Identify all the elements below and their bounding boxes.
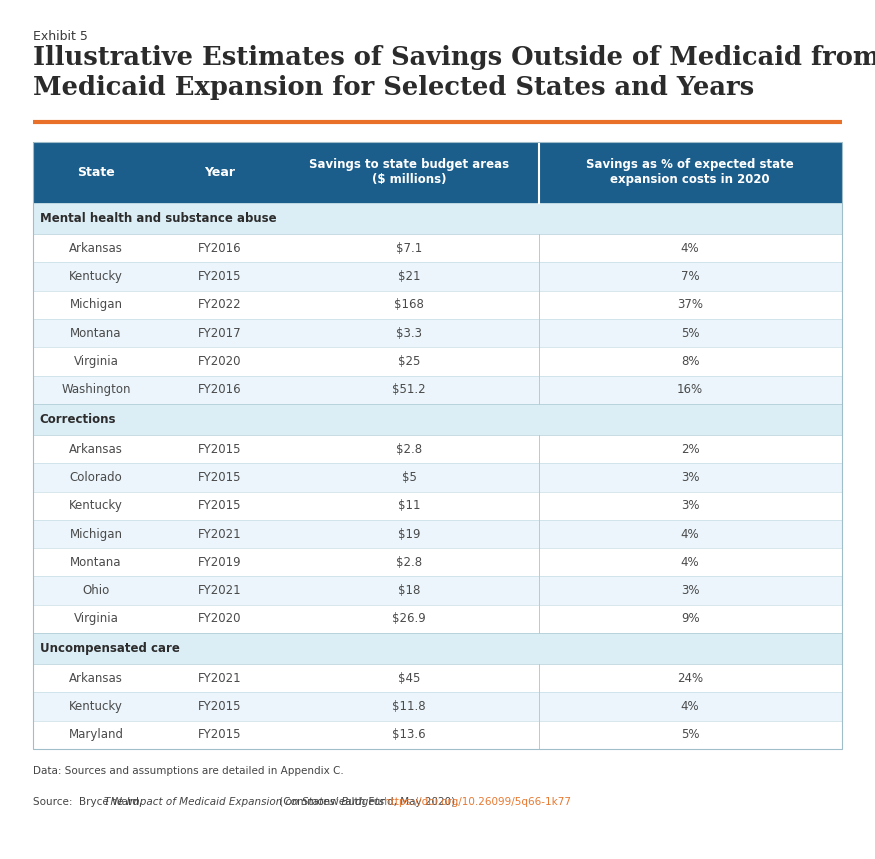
Text: https://doi.org/10.26099/5q66-1k77: https://doi.org/10.26099/5q66-1k77 — [383, 797, 570, 807]
Text: Virginia: Virginia — [74, 612, 118, 625]
Text: FY2017: FY2017 — [198, 326, 241, 339]
Text: FY2022: FY2022 — [198, 298, 241, 311]
Text: $11: $11 — [398, 499, 421, 512]
Text: Michigan: Michigan — [69, 298, 123, 311]
Text: $168: $168 — [395, 298, 424, 311]
Text: $2.8: $2.8 — [396, 442, 423, 455]
Text: 24%: 24% — [677, 672, 704, 685]
Text: The Impact of Medicaid Expansion on States’ Budgets: The Impact of Medicaid Expansion on Stat… — [104, 797, 384, 807]
Text: State: State — [77, 166, 115, 179]
Text: Savings to state budget areas
($ millions): Savings to state budget areas ($ million… — [309, 158, 509, 186]
Text: Mental health and substance abuse: Mental health and substance abuse — [39, 212, 276, 225]
Text: 5%: 5% — [681, 326, 699, 339]
Text: 4%: 4% — [681, 241, 699, 255]
Text: 5%: 5% — [681, 728, 699, 741]
Text: FY2021: FY2021 — [198, 672, 241, 685]
Text: Medicaid Expansion for Selected States and Years: Medicaid Expansion for Selected States a… — [33, 75, 754, 100]
Text: 3%: 3% — [681, 499, 699, 512]
Text: $26.9: $26.9 — [392, 612, 426, 625]
Text: 2%: 2% — [681, 442, 699, 455]
Text: Data: Sources and assumptions are detailed in Appendix C.: Data: Sources and assumptions are detail… — [33, 766, 344, 777]
Text: Montana: Montana — [70, 326, 122, 339]
Text: FY2015: FY2015 — [198, 471, 241, 484]
Text: $51.2: $51.2 — [392, 383, 426, 396]
Text: $2.8: $2.8 — [396, 556, 423, 569]
Text: Washington: Washington — [61, 383, 130, 396]
Text: Illustrative Estimates of Savings Outside of Medicaid from: Illustrative Estimates of Savings Outsid… — [33, 45, 875, 70]
Text: 3%: 3% — [681, 584, 699, 597]
Text: Virginia: Virginia — [74, 355, 118, 368]
Text: Exhibit 5: Exhibit 5 — [33, 30, 88, 43]
Text: FY2016: FY2016 — [198, 241, 241, 255]
Text: Colorado: Colorado — [69, 471, 123, 484]
Text: FY2015: FY2015 — [198, 728, 241, 741]
Text: 16%: 16% — [677, 383, 704, 396]
Text: Michigan: Michigan — [69, 527, 123, 540]
Text: Year: Year — [204, 166, 234, 179]
Text: 4%: 4% — [681, 527, 699, 540]
Text: 9%: 9% — [681, 612, 699, 625]
Text: $21: $21 — [398, 270, 421, 283]
Text: FY2015: FY2015 — [198, 499, 241, 512]
Text: FY2015: FY2015 — [198, 700, 241, 713]
Text: Maryland: Maryland — [68, 728, 123, 741]
Text: FY2015: FY2015 — [198, 270, 241, 283]
Text: $11.8: $11.8 — [392, 700, 426, 713]
Text: FY2021: FY2021 — [198, 527, 241, 540]
Text: FY2021: FY2021 — [198, 584, 241, 597]
Text: $5: $5 — [402, 471, 416, 484]
Text: $25: $25 — [398, 355, 420, 368]
Text: $19: $19 — [398, 527, 421, 540]
Text: $3.3: $3.3 — [396, 326, 423, 339]
Text: Arkansas: Arkansas — [69, 672, 123, 685]
Text: Arkansas: Arkansas — [69, 241, 123, 255]
Text: 3%: 3% — [681, 471, 699, 484]
Text: Kentucky: Kentucky — [69, 499, 123, 512]
Text: $13.6: $13.6 — [392, 728, 426, 741]
Text: $18: $18 — [398, 584, 420, 597]
Text: 7%: 7% — [681, 270, 699, 283]
Text: FY2019: FY2019 — [198, 556, 241, 569]
Text: Savings as % of expected state
expansion costs in 2020: Savings as % of expected state expansion… — [586, 158, 794, 186]
Text: FY2020: FY2020 — [198, 355, 241, 368]
Text: 8%: 8% — [681, 355, 699, 368]
Text: Source:  Bryce Ward,: Source: Bryce Ward, — [33, 797, 146, 807]
Text: Ohio: Ohio — [82, 584, 109, 597]
Text: FY2016: FY2016 — [198, 383, 241, 396]
Text: $7.1: $7.1 — [396, 241, 423, 255]
Text: Corrections: Corrections — [39, 413, 116, 426]
Text: 4%: 4% — [681, 700, 699, 713]
Text: (Commonwealth Fund, May 2020).: (Commonwealth Fund, May 2020). — [276, 797, 461, 807]
Text: Arkansas: Arkansas — [69, 442, 123, 455]
Text: Kentucky: Kentucky — [69, 700, 123, 713]
Text: FY2020: FY2020 — [198, 612, 241, 625]
Text: Uncompensated care: Uncompensated care — [39, 643, 179, 655]
Text: FY2015: FY2015 — [198, 442, 241, 455]
Text: 4%: 4% — [681, 556, 699, 569]
Text: 37%: 37% — [677, 298, 704, 311]
Text: Kentucky: Kentucky — [69, 270, 123, 283]
Text: Montana: Montana — [70, 556, 122, 569]
Text: $45: $45 — [398, 672, 420, 685]
